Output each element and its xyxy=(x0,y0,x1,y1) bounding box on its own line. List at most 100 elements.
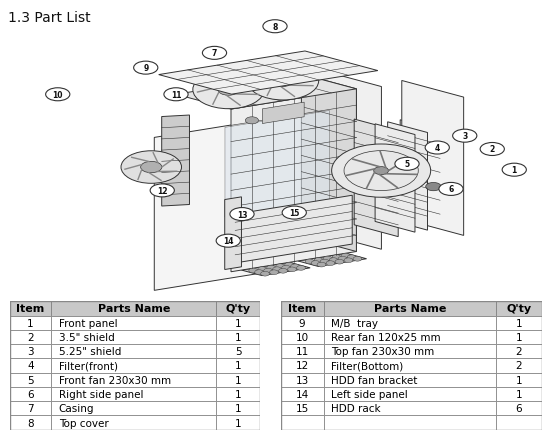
Bar xyxy=(10,387,51,401)
Text: 4: 4 xyxy=(28,361,34,371)
Circle shape xyxy=(439,183,463,196)
Text: 1: 1 xyxy=(28,318,34,328)
Circle shape xyxy=(311,261,320,266)
Circle shape xyxy=(291,264,300,269)
Text: 2: 2 xyxy=(28,332,34,342)
Text: 2: 2 xyxy=(515,346,522,356)
Polygon shape xyxy=(375,125,415,233)
Polygon shape xyxy=(154,120,270,291)
Circle shape xyxy=(323,256,332,261)
Circle shape xyxy=(216,235,240,248)
Text: M/B  tray: M/B tray xyxy=(332,318,378,328)
Text: 2: 2 xyxy=(490,145,495,154)
Polygon shape xyxy=(225,197,241,270)
Text: 1: 1 xyxy=(515,389,522,399)
Circle shape xyxy=(282,266,290,270)
Bar xyxy=(216,373,260,387)
Bar xyxy=(323,415,496,430)
Text: 5: 5 xyxy=(28,375,34,385)
Text: Front fan 230x30 mm: Front fan 230x30 mm xyxy=(59,375,171,385)
Bar xyxy=(10,415,51,430)
Circle shape xyxy=(279,269,288,273)
Circle shape xyxy=(255,270,263,275)
Text: 1: 1 xyxy=(515,332,522,342)
Polygon shape xyxy=(402,81,464,236)
Circle shape xyxy=(258,267,267,272)
Text: Rear fan 120x25 mm: Rear fan 120x25 mm xyxy=(332,332,441,342)
Circle shape xyxy=(121,151,182,184)
Bar xyxy=(280,316,323,330)
Text: 4: 4 xyxy=(434,144,440,153)
Polygon shape xyxy=(162,116,189,207)
Circle shape xyxy=(296,266,305,271)
Bar xyxy=(323,387,496,401)
Bar xyxy=(323,358,496,373)
Circle shape xyxy=(347,255,356,260)
Text: 8: 8 xyxy=(272,23,278,32)
Bar xyxy=(280,387,323,401)
Bar xyxy=(280,415,323,430)
Bar xyxy=(323,316,496,330)
Circle shape xyxy=(193,71,265,109)
Bar xyxy=(216,358,260,373)
Circle shape xyxy=(426,183,441,191)
Text: Item: Item xyxy=(288,304,316,314)
Text: 1: 1 xyxy=(515,375,522,385)
Bar xyxy=(51,373,216,387)
Polygon shape xyxy=(315,69,381,250)
Bar xyxy=(280,344,323,358)
Circle shape xyxy=(230,208,254,221)
Text: Front panel: Front panel xyxy=(59,318,117,328)
Bar xyxy=(323,302,496,316)
Bar xyxy=(216,344,260,358)
Text: 9: 9 xyxy=(143,64,148,73)
Text: 3: 3 xyxy=(462,132,468,141)
Bar xyxy=(323,344,496,358)
Text: HDD rack: HDD rack xyxy=(332,403,381,413)
Text: Right side panel: Right side panel xyxy=(59,389,143,399)
Bar xyxy=(496,316,542,330)
Bar xyxy=(51,344,216,358)
Circle shape xyxy=(273,267,282,272)
Polygon shape xyxy=(231,89,356,272)
Bar xyxy=(280,373,323,387)
Text: 9: 9 xyxy=(299,318,305,328)
Text: HDD fan bracket: HDD fan bracket xyxy=(332,375,418,385)
Text: 5.25" shield: 5.25" shield xyxy=(59,346,121,356)
Text: Parts Name: Parts Name xyxy=(97,304,170,314)
Text: 6: 6 xyxy=(515,403,522,413)
Circle shape xyxy=(150,184,174,197)
Text: 15: 15 xyxy=(295,403,309,413)
Circle shape xyxy=(276,264,284,269)
Bar xyxy=(51,330,216,344)
Text: Filter(Bottom): Filter(Bottom) xyxy=(332,361,404,371)
Text: 10: 10 xyxy=(52,91,63,99)
Bar xyxy=(51,316,216,330)
Text: 1: 1 xyxy=(235,332,241,342)
Text: 6: 6 xyxy=(28,389,34,399)
Circle shape xyxy=(395,158,419,171)
Circle shape xyxy=(353,257,362,262)
Bar xyxy=(51,302,216,316)
Circle shape xyxy=(326,261,335,266)
Bar xyxy=(216,387,260,401)
Polygon shape xyxy=(176,75,356,110)
Text: Filter(front): Filter(front) xyxy=(59,361,118,371)
Bar xyxy=(10,316,51,330)
Circle shape xyxy=(245,118,258,125)
Polygon shape xyxy=(400,121,440,229)
Polygon shape xyxy=(301,75,356,252)
Bar xyxy=(216,330,260,344)
Bar xyxy=(280,302,323,316)
Text: 7: 7 xyxy=(28,403,34,413)
Text: 8: 8 xyxy=(28,418,34,427)
Bar xyxy=(496,358,542,373)
Bar xyxy=(10,401,51,415)
Text: 1: 1 xyxy=(235,403,241,413)
Bar xyxy=(280,358,323,373)
Polygon shape xyxy=(298,253,366,267)
Circle shape xyxy=(320,260,329,264)
Circle shape xyxy=(218,85,239,96)
Bar xyxy=(10,373,51,387)
Text: 1: 1 xyxy=(512,166,517,175)
